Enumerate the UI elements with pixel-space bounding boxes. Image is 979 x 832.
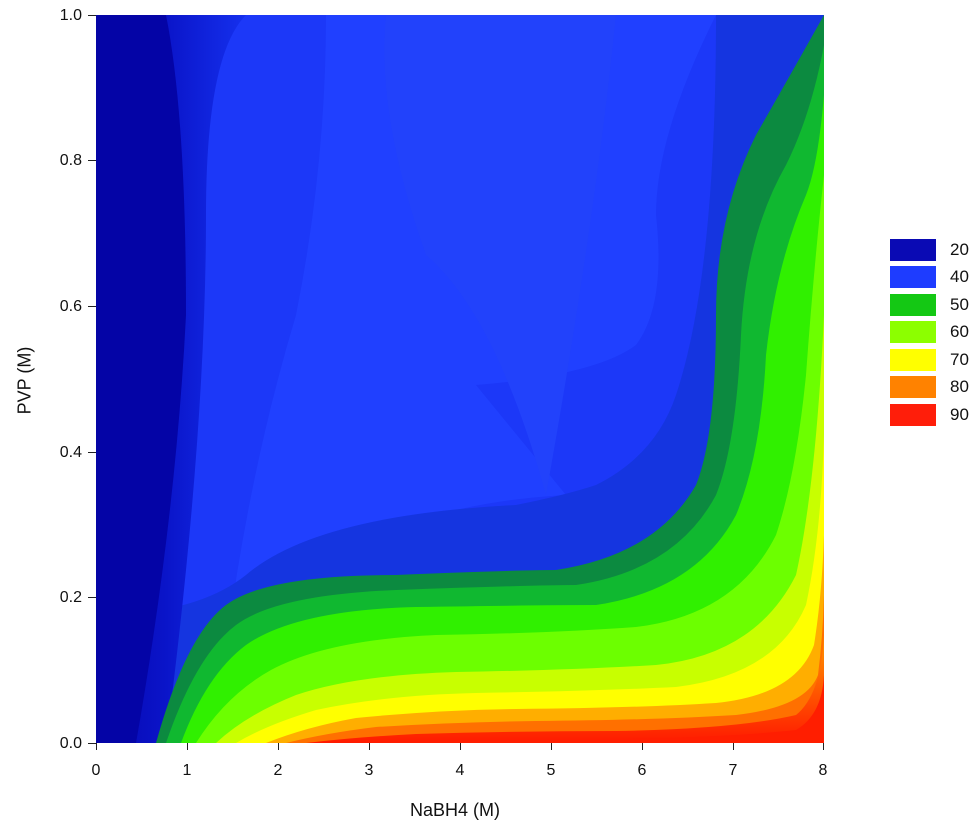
legend-swatch <box>890 376 936 399</box>
x-tick-label: 1 <box>182 762 192 779</box>
legend-label: 80 <box>950 377 969 397</box>
legend-swatch <box>890 293 936 316</box>
legend-label: 50 <box>950 294 969 314</box>
x-tick-label: 5 <box>546 762 556 779</box>
y-tick-label: 1.0 <box>59 7 82 24</box>
y-tick <box>88 160 96 161</box>
legend-item: 50 <box>890 291 969 319</box>
legend-swatch <box>890 266 936 289</box>
legend-item: 20 <box>890 236 969 264</box>
legend-label: 60 <box>950 322 969 342</box>
x-tick <box>278 743 279 750</box>
x-tick <box>823 743 824 750</box>
x-tick <box>96 743 97 750</box>
x-tick <box>460 743 461 750</box>
y-tick <box>88 306 96 307</box>
x-tick-label: 6 <box>637 762 647 779</box>
legend-label: 70 <box>950 349 969 369</box>
x-tick <box>369 743 370 750</box>
x-tick-label: 0 <box>91 762 101 779</box>
x-tick-label: 3 <box>364 762 374 779</box>
legend-label: 90 <box>950 404 969 424</box>
x-tick-label: 4 <box>455 762 465 779</box>
y-tick <box>88 15 96 16</box>
legend-item: 60 <box>890 319 969 347</box>
legend-item: 70 <box>890 346 969 374</box>
legend-label: 20 <box>950 239 969 259</box>
legend-item: 80 <box>890 374 969 402</box>
y-tick-label: 0.6 <box>59 298 82 315</box>
y-tick <box>88 597 96 598</box>
y-tick <box>88 743 96 744</box>
contour-plot <box>96 15 824 743</box>
legend-item: 40 <box>890 264 969 292</box>
contour-plot-area <box>96 15 824 743</box>
y-tick-label: 0.0 <box>59 735 82 752</box>
legend-swatch <box>890 348 936 371</box>
legend-swatch <box>890 321 936 344</box>
x-tick <box>642 743 643 750</box>
x-tick <box>551 743 552 750</box>
legend: 20 40 50 60 70 80 90 <box>890 236 969 429</box>
y-tick-label: 0.4 <box>59 444 82 461</box>
legend-label: 40 <box>950 267 969 287</box>
x-tick <box>733 743 734 750</box>
legend-swatch <box>890 403 936 426</box>
legend-swatch <box>890 238 936 261</box>
y-tick <box>88 452 96 453</box>
legend-item: 90 <box>890 401 969 429</box>
x-tick-label: 2 <box>273 762 283 779</box>
x-axis-title: NaBH4 (M) <box>410 800 501 820</box>
y-axis-title: PVP (M) <box>14 346 35 415</box>
y-tick-label: 0.8 <box>59 152 82 169</box>
y-tick-label: 0.2 <box>59 589 82 606</box>
x-tick-label: 7 <box>728 762 738 779</box>
x-tick-label: 8 <box>818 762 828 779</box>
x-tick <box>187 743 188 750</box>
